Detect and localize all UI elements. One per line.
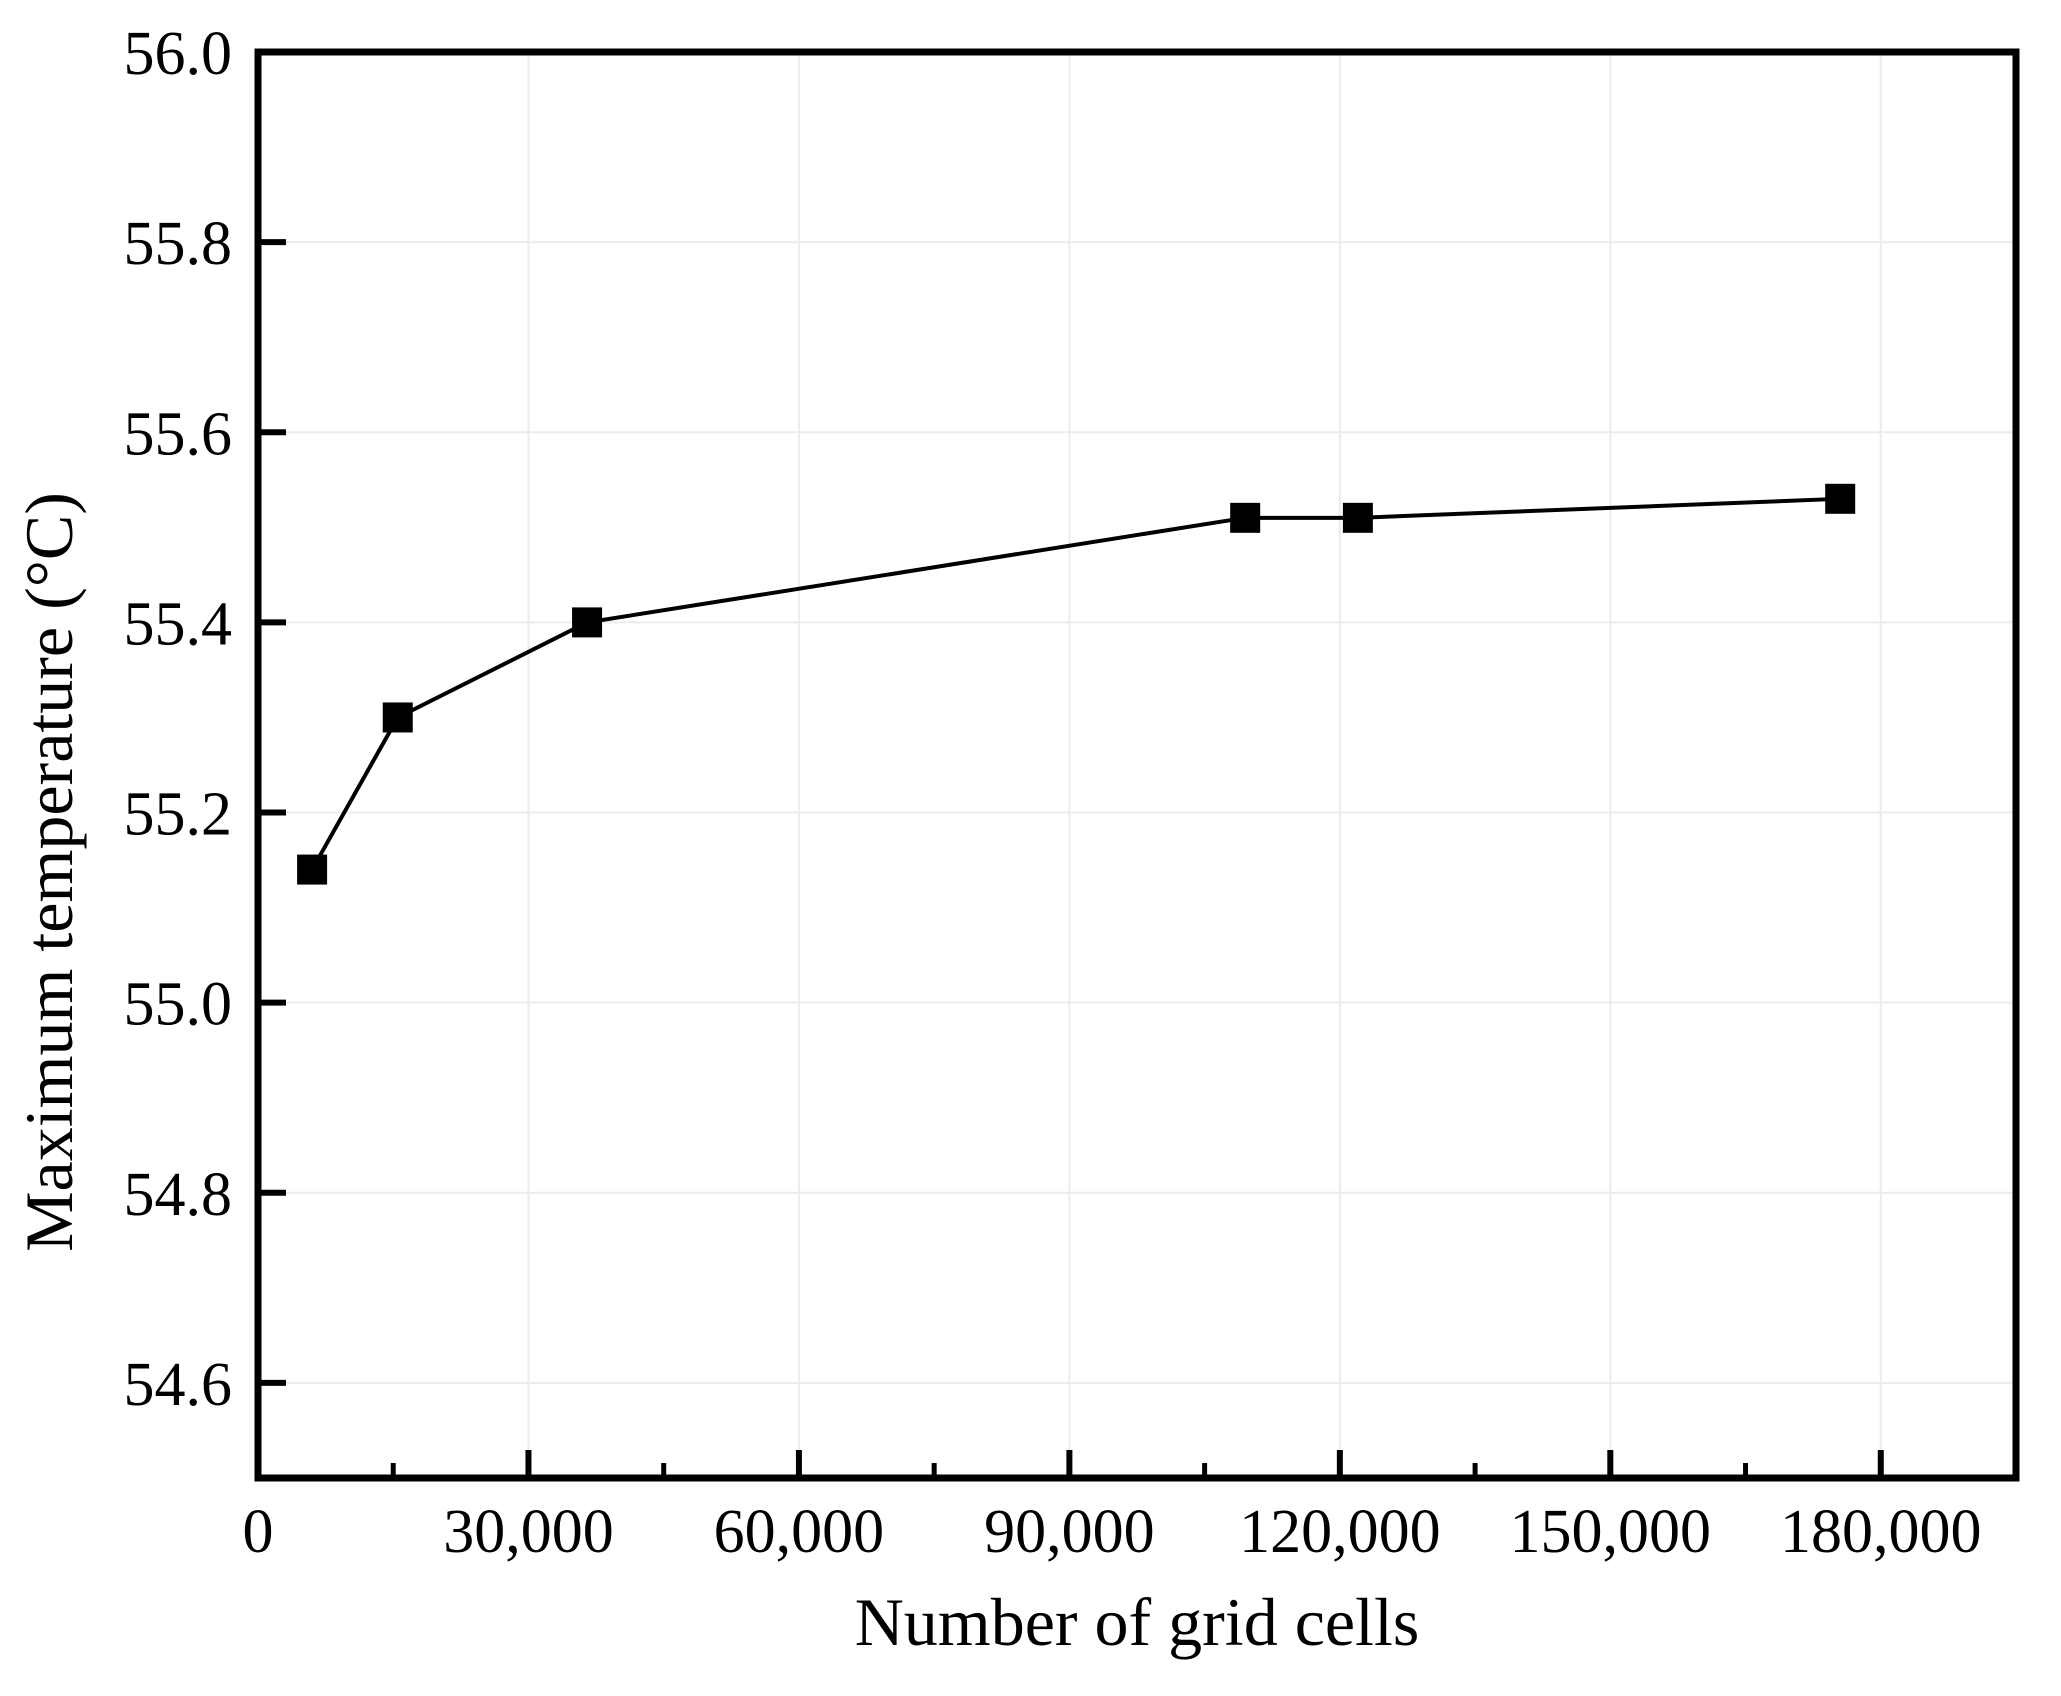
- x-tick-label: 60,000: [714, 1498, 885, 1566]
- x-tick-label: 30,000: [443, 1498, 614, 1566]
- y-tick-label: 55.6: [124, 400, 233, 468]
- x-axis-title: Number of grid cells: [855, 1584, 1420, 1660]
- x-tick-label: 120,000: [1239, 1498, 1441, 1566]
- label-layer: 0 30,000 60,000 90,000 120,000 150,000 180,000…: [124, 20, 1982, 1566]
- y-tick-label: 54.8: [124, 1161, 233, 1229]
- y-tick-label: 55.0: [124, 971, 233, 1039]
- x-tick-label: 0: [243, 1498, 274, 1566]
- series-layer: [297, 483, 1856, 885]
- data-point-marker: [572, 607, 603, 638]
- data-point-marker: [297, 854, 328, 885]
- data-point-marker: [1230, 502, 1261, 533]
- x-tick-label: 150,000: [1510, 1498, 1712, 1566]
- y-tick-label: 54.6: [124, 1351, 233, 1419]
- x-tick-label: 180,000: [1780, 1498, 1982, 1566]
- plot-frame: [254, 48, 2020, 1482]
- x-tick-label: 90,000: [984, 1498, 1155, 1566]
- y-tick-label: 55.8: [124, 210, 233, 278]
- grid-layer: [258, 52, 2016, 1478]
- data-line: [310, 496, 1841, 871]
- y-tick-label: 56.0: [124, 20, 233, 88]
- tick-layer: [258, 239, 1884, 1478]
- y-axis-title: Maximum temperature (°C): [11, 492, 87, 1252]
- data-point-marker: [382, 702, 413, 733]
- data-point-marker: [1342, 502, 1373, 533]
- data-point-marker: [1825, 483, 1856, 514]
- y-tick-label: 55.4: [124, 590, 233, 658]
- y-tick-label: 55.2: [124, 781, 233, 849]
